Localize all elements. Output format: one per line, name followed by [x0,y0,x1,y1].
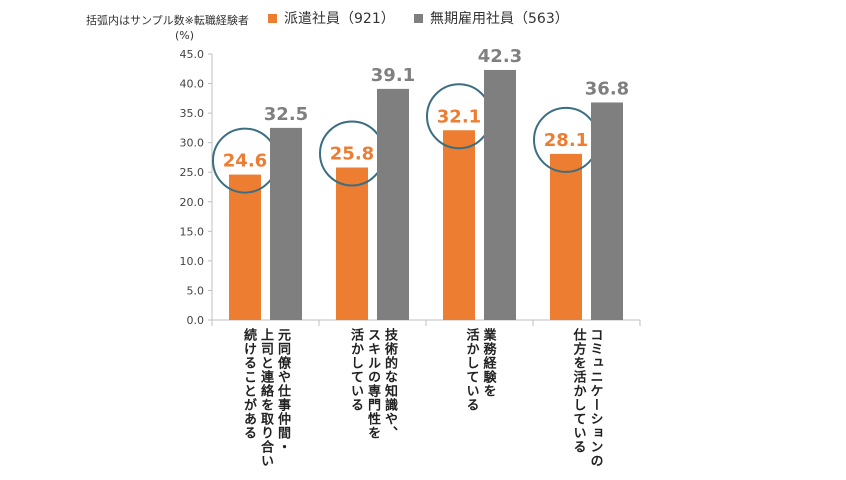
sample-size-note: 括弧内はサンプル数※転職経験者 [86,14,249,27]
data-label-muki-3: 36.8 [585,78,629,99]
y-tick-label: 25.0 [180,166,205,179]
y-tick-label: 45.0 [180,48,205,61]
legend-item-haken: 派遣社員（921） [268,8,395,28]
data-label-haken-2: 32.1 [437,106,481,127]
bar-haken-2 [443,130,475,320]
category-label-0: 元同僚や仕事仲間・ 上司と連絡を取り合い 続けることがある [241,328,290,468]
y-tick-label: 10.0 [180,255,205,268]
legend-swatch-muki [414,13,423,23]
data-label-muki-1: 39.1 [371,65,415,86]
data-label-muki-0: 32.5 [264,104,308,125]
bar-muki-2 [484,69,516,321]
category-label-2: 業務経験を 活かしている [463,328,496,412]
y-tick-label: 35.0 [180,107,205,120]
y-tick-label: 0.0 [187,314,205,327]
category-label-1: 技術的な知識や、 スキルの専門性を 活かしている [348,328,397,440]
y-tick-label: 20.0 [180,196,205,209]
data-label-muki-2: 42.3 [478,46,522,67]
legend-label-muki: 無期雇用社員（563） [430,11,569,27]
y-tick-label: 40.0 [180,78,205,91]
data-label-haken-0: 24.6 [223,151,267,172]
legend-item-muki: 無期雇用社員（563） [414,8,569,28]
y-axis-unit: (%) [175,29,195,42]
bar-muki-3 [591,102,623,321]
y-tick-label: 5.0 [187,284,205,297]
y-tick-label: 15.0 [180,225,205,238]
bar-haken-3 [550,153,582,320]
data-label-haken-1: 25.8 [330,143,374,164]
bar-haken-0 [229,174,261,320]
bar-muki-1 [377,88,409,321]
bar-haken-1 [336,167,368,320]
category-label-3: コミュニケーションの 仕方を活かしている [570,328,603,468]
y-tick-label: 30.0 [180,137,205,150]
legend-swatch-haken [268,13,277,23]
data-label-haken-3: 28.1 [544,130,588,151]
legend-label-haken: 派遣社員（921） [284,11,395,27]
bar-muki-0 [270,127,302,320]
